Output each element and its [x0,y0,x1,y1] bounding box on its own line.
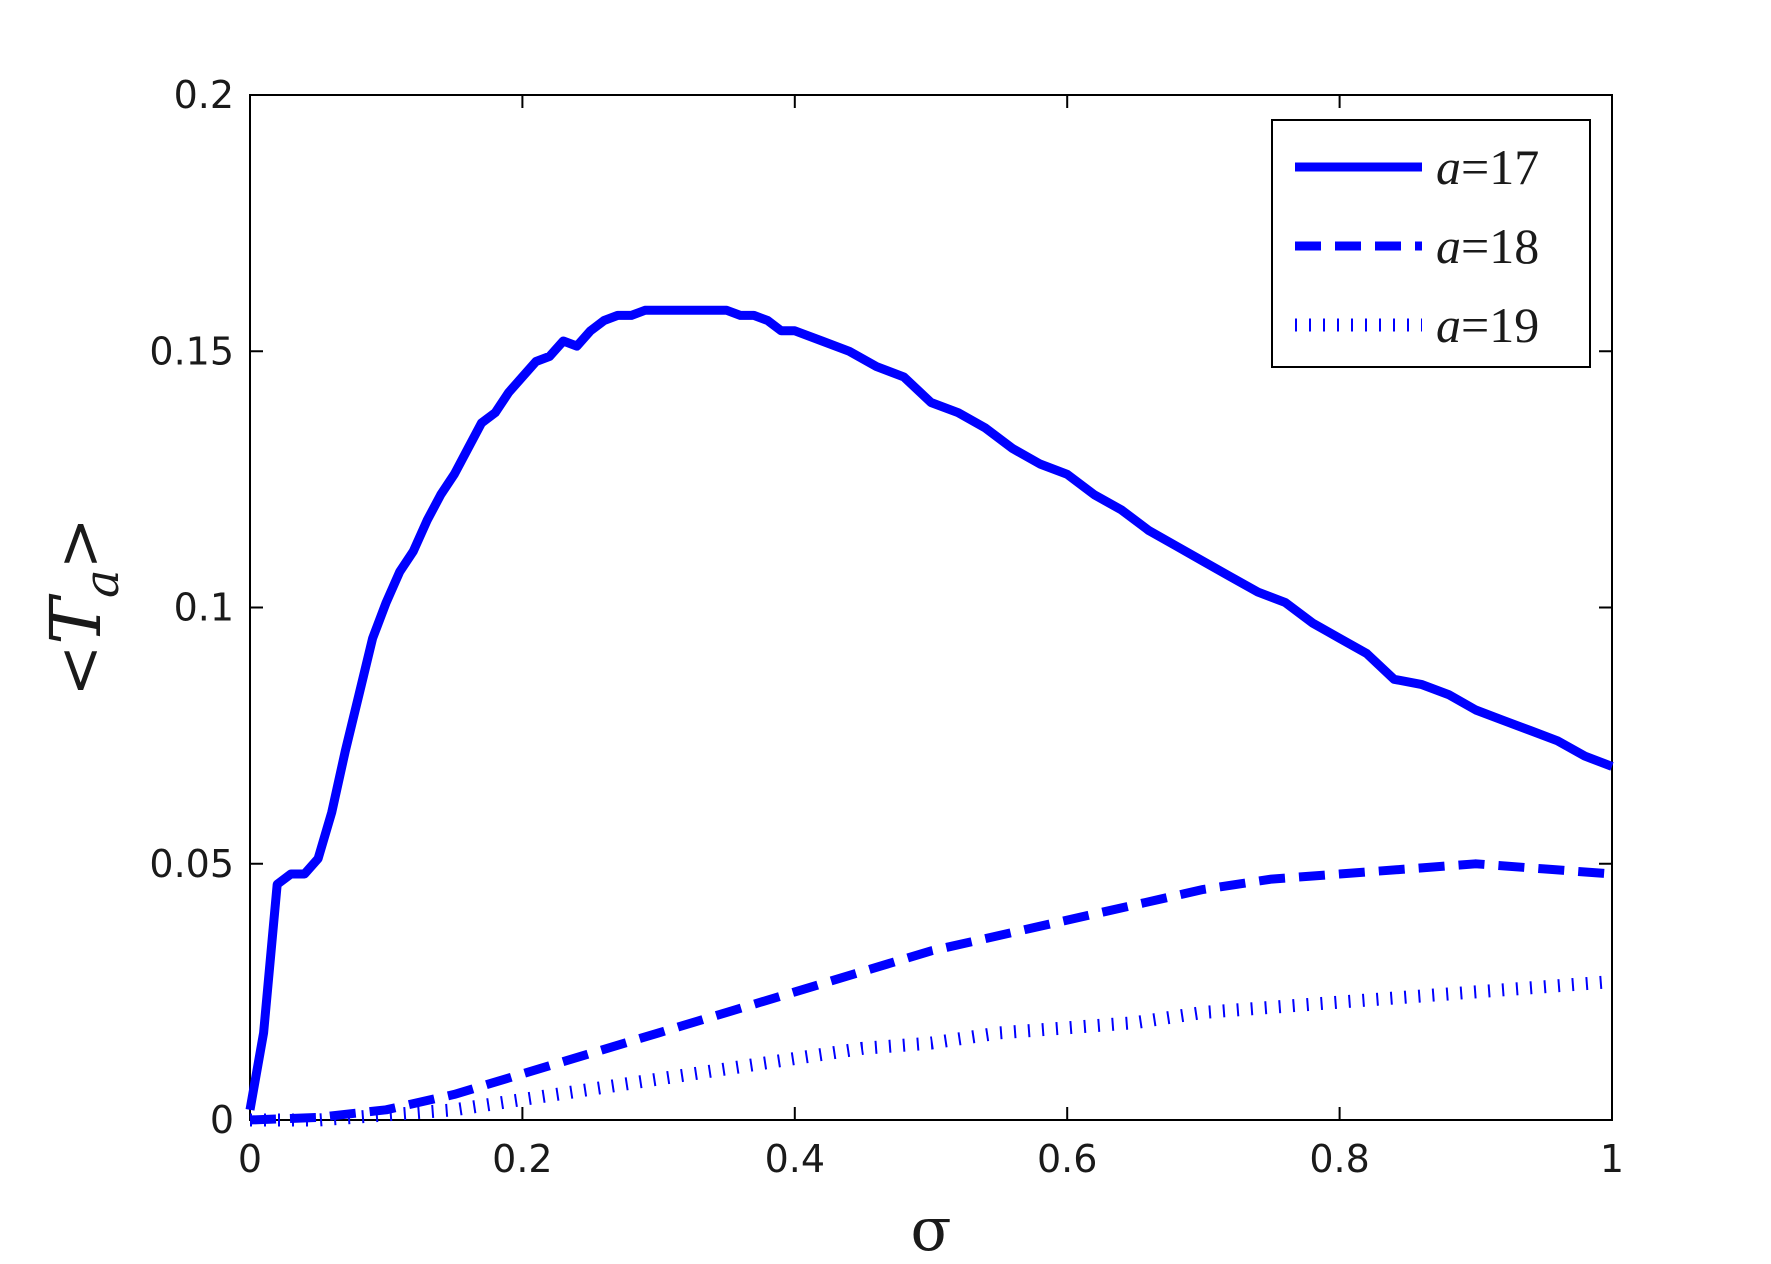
y-tick-labels: 0 0.05 0.1 0.15 0.2 [149,73,234,1142]
legend-label-a18: a=18 [1436,218,1539,274]
x-tick-label: 1 [1600,1137,1624,1181]
y-tick-label: 0.2 [174,73,234,117]
legend: a=17 a=18 a=19 [1271,119,1591,368]
x-tick-label: 0.4 [765,1137,825,1181]
x-tick-label: 0.6 [1037,1137,1097,1181]
y-tick-label: 0.15 [149,329,234,373]
y-tick-label: 0.1 [174,586,234,630]
series-line-dotted [250,975,1613,1127]
legend-label-a17: a=17 [1436,139,1539,195]
y-tick-label: 0 [210,1098,234,1142]
y-axis-label-symbol: T [35,594,117,645]
series-layer [245,305,1614,1127]
series-line-dashed [249,859,1613,1125]
x-tick-label: 0.8 [1309,1137,1369,1181]
y-axis-label-left: < [42,645,115,697]
y-axis-label-subscript: a [74,569,130,598]
y-axis-label: <Ta> [35,517,130,696]
legend-label-a19: a=19 [1436,297,1539,353]
x-tick-label: 0.2 [492,1137,552,1181]
x-axis-label: σ [911,1195,952,1264]
x-tick-labels: 0 0.2 0.4 0.6 0.8 1 [238,1137,1624,1181]
series-line-solid [245,305,1614,1111]
y-axis-label-right: > [42,517,115,569]
y-tick-label: 0.05 [149,842,234,886]
x-tick-label: 0 [238,1137,262,1181]
